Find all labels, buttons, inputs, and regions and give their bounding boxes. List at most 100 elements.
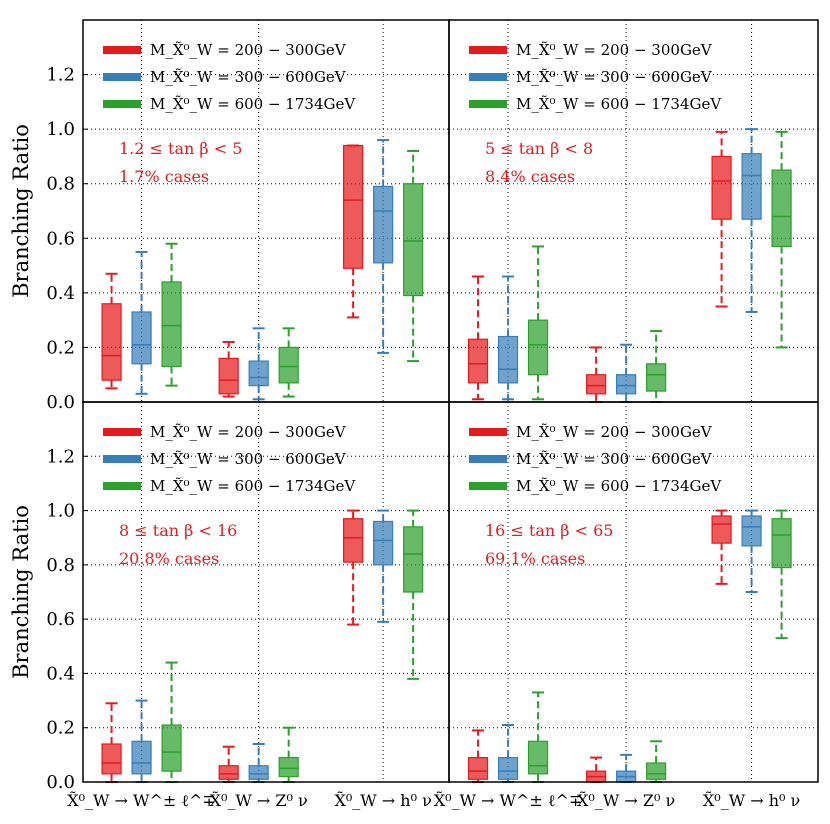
legend-label: M_X̃⁰_W = 200 − 300GeV [516, 423, 713, 441]
box-2-2 [616, 753, 637, 783]
legend-swatch [103, 73, 141, 81]
box-1-3 [161, 242, 182, 387]
box-iqr [741, 515, 762, 547]
box-3-3 [771, 509, 792, 640]
box-iqr [131, 740, 152, 775]
box-1-1 [101, 702, 122, 783]
box-iqr [248, 765, 269, 780]
box-iqr [278, 346, 299, 384]
box-2-1 [586, 756, 607, 783]
legend-label: M_X̃⁰_W = 300 − 600GeV [516, 450, 713, 468]
box-1-1 [467, 729, 489, 783]
box-iqr [527, 319, 549, 376]
y-tick-label: 0.2 [46, 337, 75, 358]
box-iqr [161, 281, 182, 368]
y-axis-title: Branching Ratio [9, 505, 33, 679]
y-tick-label: 0.0 [46, 392, 75, 413]
box-iqr [218, 765, 239, 780]
legend-label: M_X̃⁰_W = 600 − 1734GeV [150, 477, 356, 495]
box-iqr [131, 311, 152, 365]
y-axis-title: Branching Ratio [9, 124, 33, 298]
box-iqr [343, 518, 364, 563]
box-iqr [586, 374, 607, 395]
legend-swatch [469, 46, 507, 54]
box-1-2 [497, 275, 519, 401]
y-tick-label: 0.4 [46, 283, 75, 304]
y-tick-label: 0.0 [46, 772, 75, 793]
legend-swatch [469, 455, 507, 463]
box-2-3 [278, 726, 299, 783]
box-2-3 [646, 330, 667, 403]
y-tick-label: 0.6 [46, 228, 75, 249]
box-iqr [278, 756, 299, 778]
legend-label: M_X̃⁰_W = 600 − 1734GeV [150, 95, 356, 113]
box-iqr [497, 335, 519, 384]
box-iqr [771, 169, 792, 248]
box-iqr [527, 740, 549, 775]
box-iqr [467, 338, 489, 384]
legend-label: M_X̃⁰_W = 300 − 600GeV [150, 450, 347, 468]
box-1-3 [527, 245, 549, 401]
box-iqr [711, 155, 732, 220]
box-iqr [403, 526, 424, 593]
box-2-1 [218, 745, 239, 783]
box-2-3 [278, 327, 299, 398]
x-category-label: X̃⁰_W → Z⁰ ν [577, 791, 675, 810]
box-2-2 [616, 343, 637, 403]
panel-3: M_X̃⁰_W = 200 − 300GeV M_X̃⁰_W = 300 − 60… [9, 401, 450, 810]
panel-annotation: 8.4% cases [485, 167, 575, 186]
box-iqr [248, 360, 269, 387]
y-tick-label: 1.2 [46, 446, 75, 467]
box-1-1 [467, 275, 489, 401]
legend-label: M_X̃⁰_W = 200 − 300GeV [516, 41, 713, 59]
y-tick-label: 1.2 [46, 65, 75, 86]
legend-swatch [469, 482, 507, 490]
panel-annotation: 5 ≤ tan β < 8 [485, 139, 593, 158]
box-iqr [101, 743, 122, 775]
box-iqr [467, 756, 489, 780]
box-3-2 [741, 509, 762, 593]
y-tick-label: 0.6 [46, 609, 75, 630]
box-1-2 [131, 250, 152, 395]
box-iqr [373, 520, 394, 566]
box-2-3 [646, 740, 667, 783]
y-tick-label: 0.4 [46, 663, 75, 684]
legend-swatch [469, 73, 507, 81]
box-3-1 [711, 509, 732, 585]
legend-swatch [469, 428, 507, 436]
box-2-1 [586, 346, 607, 403]
legend-swatch [103, 482, 141, 490]
legend-label: M_X̃⁰_W = 300 − 600GeV [516, 68, 713, 86]
box-iqr [616, 374, 637, 395]
box-iqr [218, 357, 239, 395]
box-1-3 [161, 661, 182, 783]
legend-swatch [103, 428, 141, 436]
panel-1: M_X̃⁰_W = 200 − 300GeV M_X̃⁰_W = 300 − 60… [9, 19, 450, 413]
box-iqr [101, 303, 122, 381]
legend-swatch [103, 100, 141, 108]
x-category-label: X̃⁰_W → W^± ℓ^∓ [434, 791, 583, 810]
legend-label: M_X̃⁰_W = 200 − 300GeV [150, 41, 347, 59]
box-3-1 [711, 130, 732, 308]
box-iqr [161, 724, 182, 772]
box-iqr [343, 144, 364, 269]
box-2-2 [248, 327, 269, 401]
box-iqr [741, 153, 762, 220]
legend-label: M_X̃⁰_W = 300 − 600GeV [150, 68, 347, 86]
x-category-label: X̃⁰_W → h⁰ ν [334, 791, 431, 810]
y-tick-label: 1.0 [46, 119, 75, 140]
box-3-2 [373, 139, 394, 354]
legend-swatch [103, 455, 141, 463]
box-1-2 [131, 699, 152, 783]
legend-swatch [469, 100, 507, 108]
box-iqr [646, 762, 667, 780]
box-3-2 [373, 509, 394, 623]
panel-frame [448, 401, 819, 783]
y-tick-label: 0.8 [46, 174, 75, 195]
legend-label: M_X̃⁰_W = 600 − 1734GeV [516, 95, 722, 113]
box-iqr [373, 185, 394, 264]
box-3-3 [771, 130, 792, 349]
panel-annotation: 8 ≤ tan β < 16 [119, 521, 237, 540]
box-2-2 [248, 743, 269, 783]
panel-annotation: 69.1% cases [485, 549, 585, 568]
